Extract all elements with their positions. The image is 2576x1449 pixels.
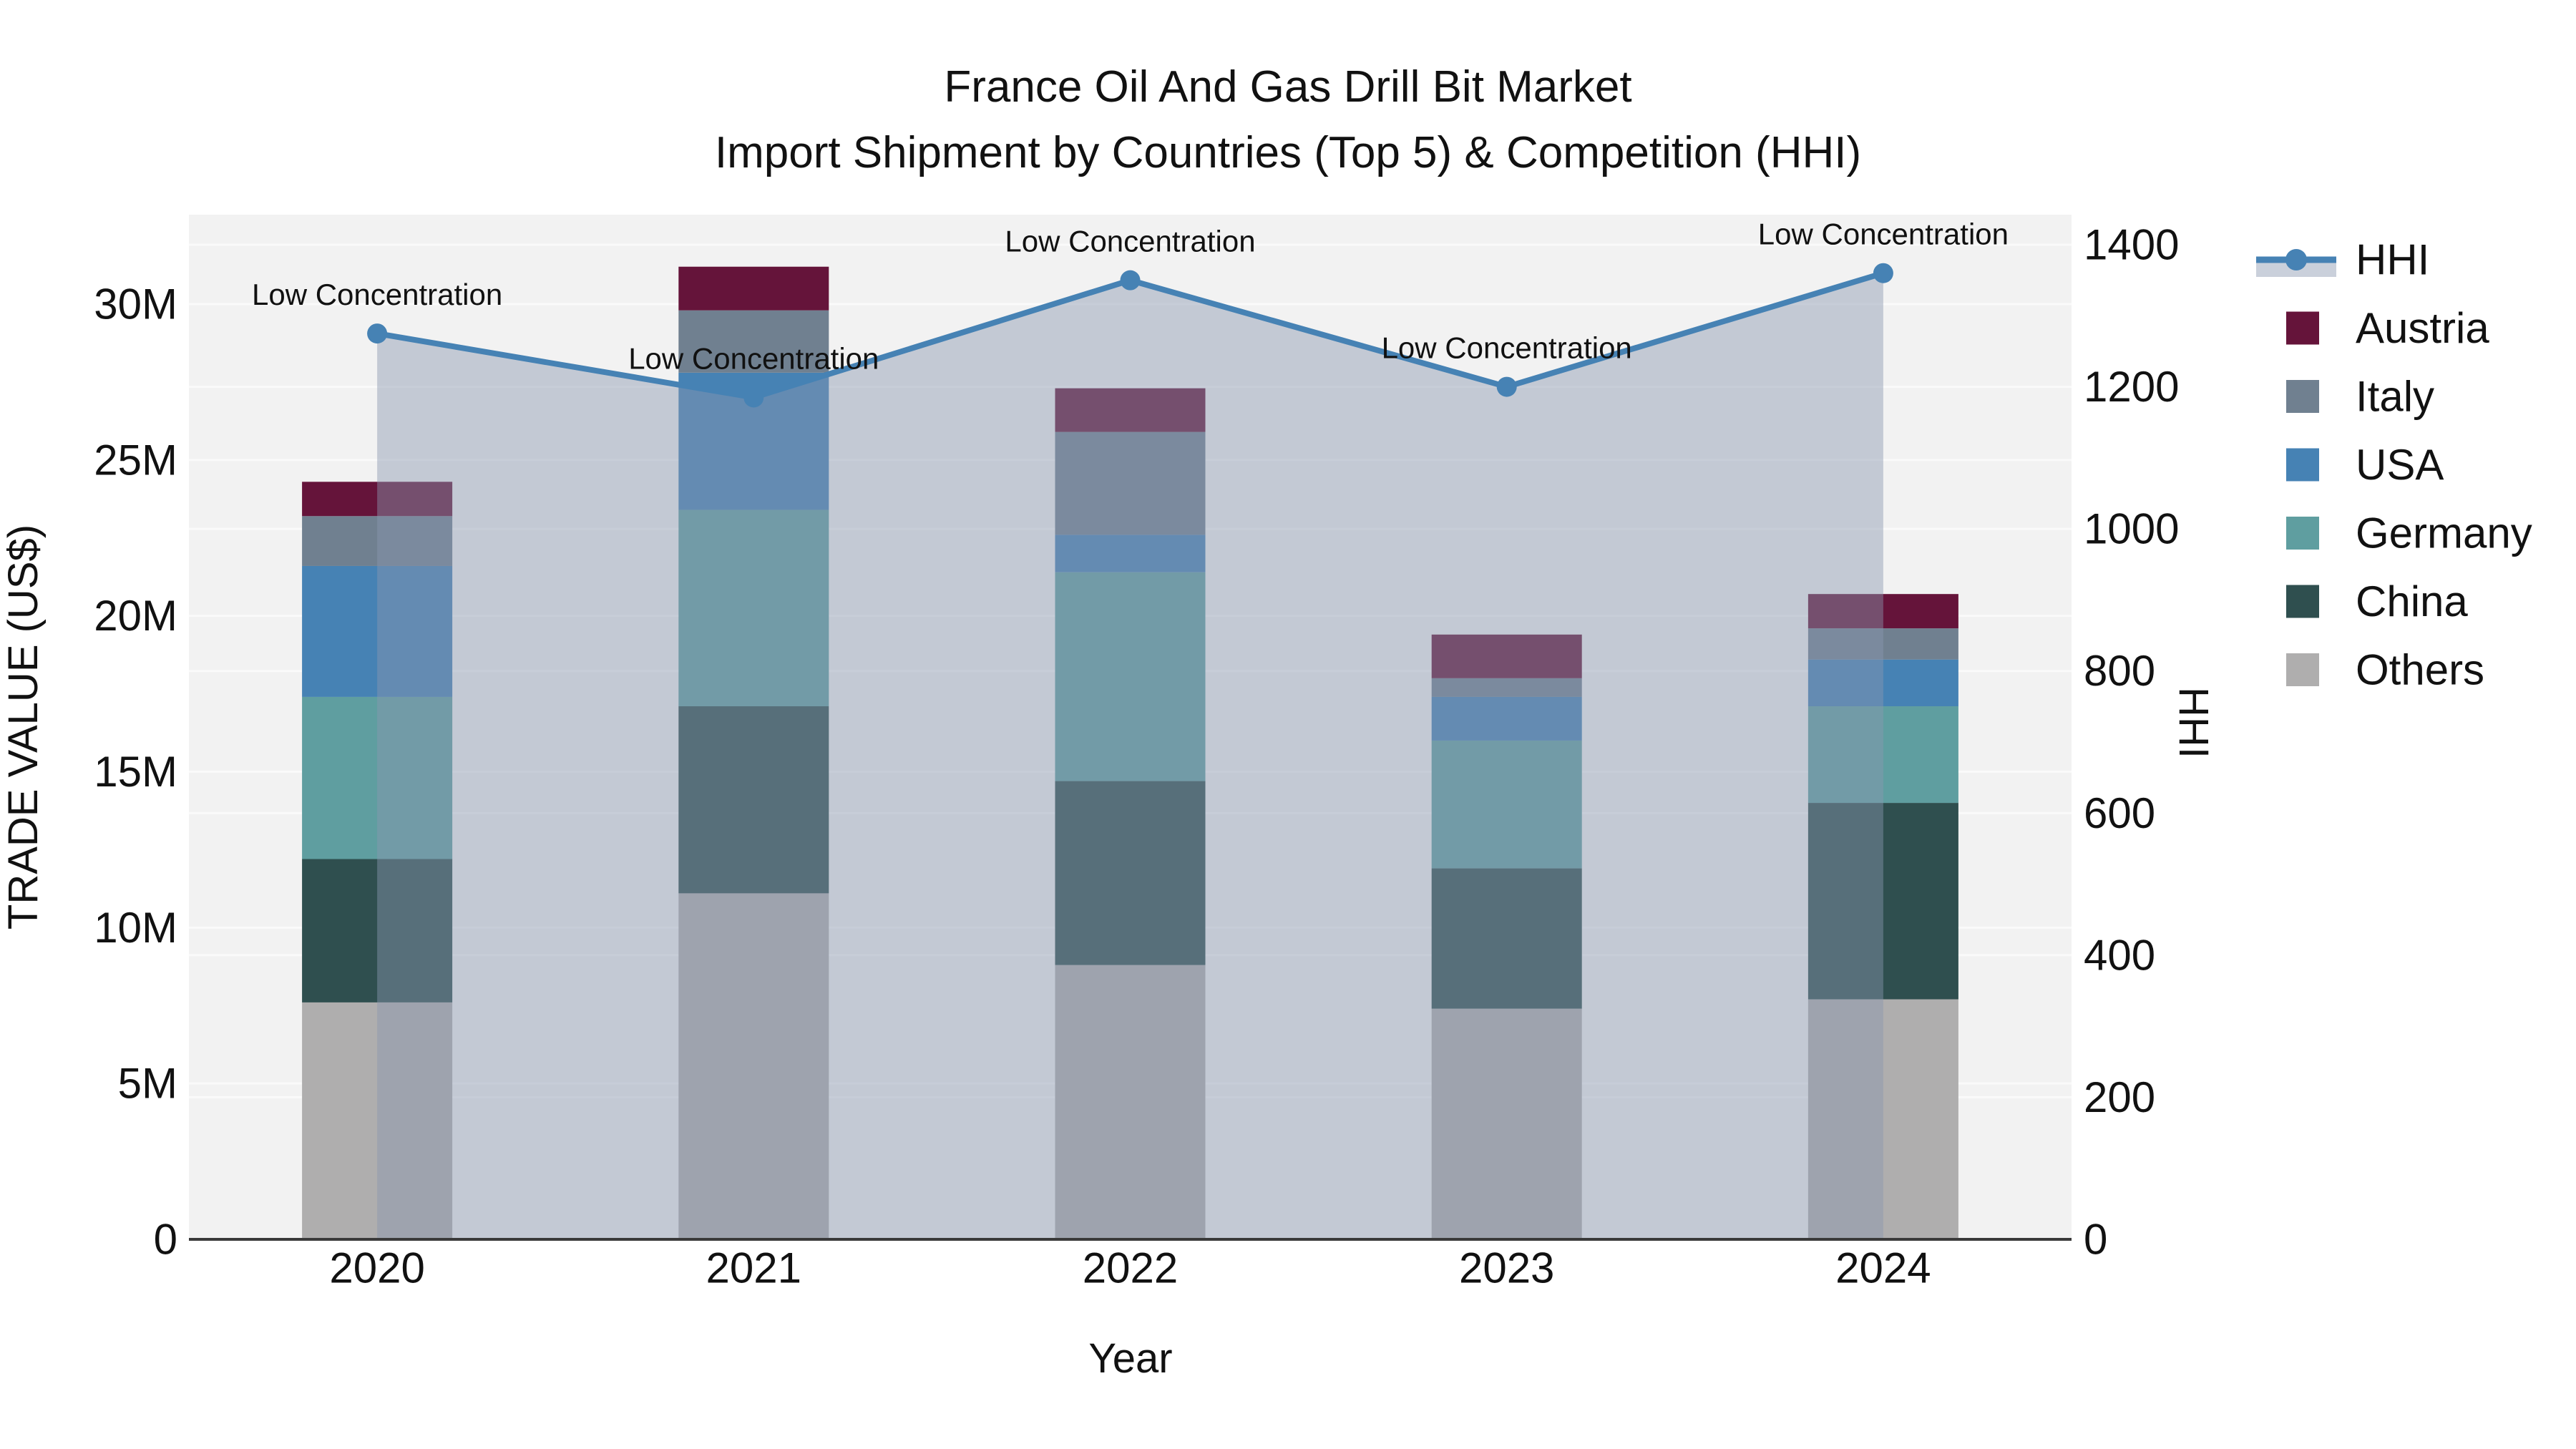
y-right-axis-title: HHI — [2170, 687, 2217, 758]
y-right-tick-1400: 1400 — [2084, 221, 2179, 269]
bar-segment-china-2020[interactable] — [302, 859, 453, 1002]
legend-item-germany[interactable]: Germany — [2286, 509, 2532, 557]
x-tick-2020: 2020 — [329, 1244, 424, 1292]
y-left-tick-10M: 10M — [94, 904, 177, 952]
annotation-2020: Low Concentration — [252, 278, 502, 311]
legend-item-usa[interactable]: USA — [2286, 441, 2444, 489]
legend-label-austria[interactable]: Austria — [2356, 304, 2489, 352]
legend-label-italy[interactable]: Italy — [2356, 373, 2434, 421]
bar-layer — [302, 266, 1958, 1239]
bar-segment-austria-2020[interactable] — [302, 482, 453, 517]
legend-swatch-usa — [2286, 448, 2319, 482]
legend-swatch-others — [2286, 653, 2319, 686]
y-right-tick-800: 800 — [2084, 647, 2155, 695]
y-left-axis-title: TRADE VALUE (US$) — [0, 525, 47, 930]
hhi-area-layer — [377, 273, 1883, 1239]
y-left-tick-30M: 30M — [94, 280, 177, 328]
bar-segment-others-2021[interactable] — [678, 893, 829, 1239]
bar-segment-others-2022[interactable] — [1055, 965, 1206, 1239]
hhi-marker-2024[interactable] — [1873, 263, 1893, 283]
bar-segment-italy-2020[interactable] — [302, 516, 453, 566]
y-right-tick-400: 400 — [2084, 931, 2155, 979]
annotation-2023: Low Concentration — [1382, 331, 1632, 365]
bar-segment-austria-2023[interactable] — [1431, 634, 1582, 678]
x-tick-2021: 2021 — [706, 1244, 801, 1292]
hhi-marker-2023[interactable] — [1496, 376, 1517, 397]
y-left-tick-25M: 25M — [94, 436, 177, 484]
bar-segment-usa-2024[interactable] — [1807, 659, 1958, 707]
bar-segment-italy-2021[interactable] — [678, 310, 829, 373]
bar-segment-germany-2024[interactable] — [1807, 706, 1958, 804]
legend-item-others[interactable]: Others — [2286, 646, 2484, 694]
x-axis-title: Year — [1088, 1335, 1172, 1382]
legend-label-china[interactable]: China — [2356, 577, 2468, 625]
legend-item-italy[interactable]: Italy — [2286, 373, 2434, 421]
legend-item-austria[interactable]: Austria — [2286, 304, 2489, 352]
legend-label-usa[interactable]: USA — [2356, 441, 2444, 489]
legend: HHI Austria Italy USA Germany China Others — [2256, 236, 2532, 694]
x-tick-2024: 2024 — [1835, 1244, 1931, 1292]
bar-segment-austria-2022[interactable] — [1055, 388, 1206, 432]
bar-segment-italy-2022[interactable] — [1055, 431, 1206, 535]
bar-segment-china-2021[interactable] — [678, 706, 829, 894]
annotation-2021: Low Concentration — [628, 341, 879, 375]
legend-swatch-china — [2286, 585, 2319, 618]
x-tick-2022: 2022 — [1083, 1244, 1178, 1292]
bar-segment-china-2023[interactable] — [1431, 868, 1582, 1009]
legend-swatch-germany — [2286, 517, 2319, 550]
legend-item-china[interactable]: China — [2286, 577, 2468, 625]
bar-segment-usa-2020[interactable] — [302, 565, 453, 697]
hhi-marker-2021[interactable] — [743, 387, 764, 408]
y-left-tick-0: 0 — [154, 1216, 177, 1264]
y-right-tick-1000: 1000 — [2084, 505, 2179, 553]
y-right-tick-0: 0 — [2084, 1216, 2107, 1264]
bar-segment-others-2023[interactable] — [1431, 1008, 1582, 1239]
legend-hhi-marker-swatch — [2285, 249, 2307, 270]
bar-segment-usa-2022[interactable] — [1055, 535, 1206, 572]
bar-segment-germany-2020[interactable] — [302, 696, 453, 859]
y-right-tick-1200: 1200 — [2084, 363, 2179, 411]
bar-segment-china-2024[interactable] — [1807, 803, 1958, 1000]
y-left-tick-5M: 5M — [118, 1060, 177, 1108]
legend-label-others[interactable]: Others — [2356, 646, 2484, 694]
annotation-2022: Low Concentration — [1005, 225, 1255, 258]
x-tick-2023: 2023 — [1459, 1244, 1554, 1292]
annotation-layer: Low Concentration Low Concentration Low Co… — [252, 218, 2009, 376]
bar-segment-germany-2023[interactable] — [1431, 740, 1582, 869]
legend-item-hhi[interactable]: HHI — [2256, 236, 2429, 284]
bar-segment-austria-2021[interactable] — [678, 266, 829, 311]
bar-segment-usa-2023[interactable] — [1431, 696, 1582, 741]
bar-segment-others-2020[interactable] — [302, 1002, 453, 1239]
chart-title-line2: Import Shipment by Countries (Top 5) & C… — [715, 128, 1861, 177]
bar-segment-italy-2024[interactable] — [1807, 628, 1958, 660]
legend-label-germany[interactable]: Germany — [2356, 509, 2532, 557]
y-right-tick-600: 600 — [2084, 789, 2155, 837]
bar-segment-others-2024[interactable] — [1807, 999, 1958, 1239]
hhi-area-fill — [377, 273, 1883, 1239]
hhi-marker-2020[interactable] — [367, 323, 388, 344]
bar-segment-china-2022[interactable] — [1055, 781, 1206, 965]
chart-title-line1: France Oil And Gas Drill Bit Market — [944, 62, 1631, 112]
hhi-marker-2022[interactable] — [1120, 270, 1141, 291]
legend-label-hhi[interactable]: HHI — [2356, 236, 2429, 284]
y-left-tick-15M: 15M — [94, 748, 177, 796]
axis-layer: 0 5M 10M 15M 20M 25M 30M 0 200 400 600 800 1000 1200 1… — [94, 221, 2179, 1292]
annotation-2024: Low Concentration — [1758, 218, 2009, 251]
bar-segment-austria-2024[interactable] — [1807, 594, 1958, 629]
bar-segment-germany-2022[interactable] — [1055, 572, 1206, 781]
y-right-tick-200: 200 — [2084, 1073, 2155, 1121]
legend-swatch-italy — [2286, 380, 2319, 413]
hhi-line-layer — [367, 263, 1893, 408]
bar-segment-germany-2021[interactable] — [678, 509, 829, 707]
y-left-tick-20M: 20M — [94, 592, 177, 640]
legend-swatch-austria — [2286, 311, 2319, 345]
bar-segment-italy-2023[interactable] — [1431, 678, 1582, 697]
